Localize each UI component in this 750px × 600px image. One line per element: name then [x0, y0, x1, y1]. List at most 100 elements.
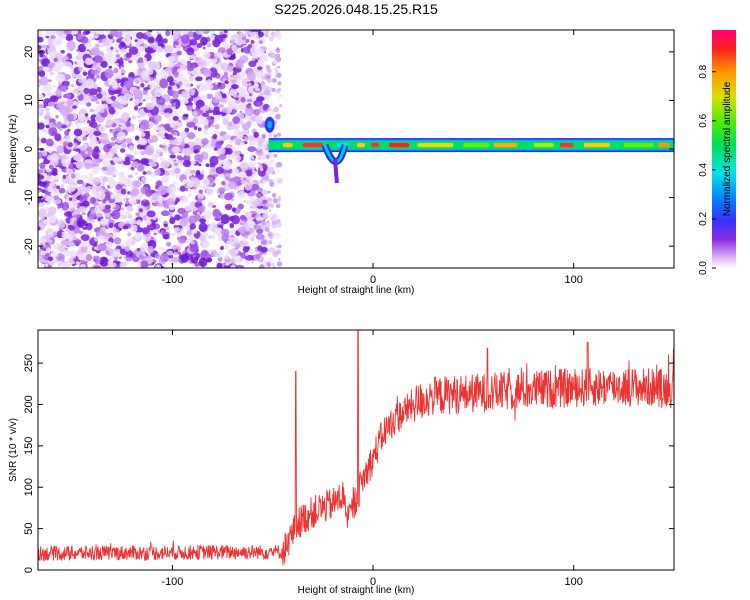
noise-speckle	[245, 260, 250, 265]
noise-speckle	[47, 185, 53, 192]
noise-speckle	[114, 107, 118, 111]
noise-speckle	[171, 84, 178, 92]
noise-speckle	[38, 70, 46, 77]
noise-speckle	[152, 203, 158, 207]
noise-speckle	[38, 169, 43, 174]
snr-frame	[37, 329, 675, 571]
noise-speckle	[269, 182, 275, 187]
colorbar-tick-label: 0.6	[698, 113, 709, 127]
noise-speckle	[257, 166, 267, 177]
noise-speckle	[136, 248, 141, 252]
noise-speckle	[277, 169, 280, 173]
tone-hot-segment	[417, 142, 454, 148]
noise-speckle	[39, 104, 44, 109]
noise-speckle	[110, 46, 114, 50]
noise-speckle	[74, 154, 81, 160]
noise-speckle	[56, 36, 64, 41]
noise-speckle	[273, 154, 276, 158]
noise-speckle	[239, 162, 249, 171]
noise-speckle	[199, 218, 207, 224]
noise-speckle	[195, 169, 201, 176]
noise-speckle	[226, 240, 234, 246]
noise-speckle	[156, 97, 166, 105]
noise-speckle	[225, 262, 230, 266]
noise-speckle	[76, 218, 86, 228]
noise-speckle	[86, 102, 92, 107]
noise-speckle	[108, 106, 116, 115]
noise-speckle	[228, 248, 237, 255]
noise-speckle	[256, 74, 262, 80]
noise-speckle	[110, 30, 118, 37]
noise-speckle	[131, 240, 136, 244]
noise-speckle	[125, 120, 131, 128]
noise-speckle	[257, 59, 264, 64]
noise-speckle	[159, 144, 163, 148]
noise-speckle	[115, 248, 121, 254]
noise-speckle	[162, 178, 169, 183]
noise-speckle	[230, 79, 237, 84]
noise-speckle	[229, 228, 237, 236]
noise-speckle	[123, 80, 133, 88]
noise-speckle	[146, 131, 150, 134]
noise-speckle	[232, 116, 240, 124]
noise-speckle	[66, 46, 70, 51]
noise-speckle	[256, 147, 261, 151]
noise-speckle	[162, 142, 166, 147]
snr-panel: -100 0 100 0 50 100 150 200 250 Height of straig…	[8, 329, 675, 596]
noise-speckle	[134, 39, 138, 42]
noise-speckle	[78, 66, 84, 72]
noise-speckle	[127, 174, 134, 179]
noise-speckle	[53, 57, 58, 63]
noise-speckle	[38, 226, 41, 231]
noise-speckle	[124, 211, 131, 215]
noise-speckle	[277, 197, 282, 201]
noise-speckle	[231, 198, 235, 201]
colorbar-ticks: 0.0 0.2 0.4 0.6 0.8	[698, 64, 716, 275]
noise-speckle	[228, 181, 237, 190]
noise-speckle	[221, 101, 226, 105]
noise-speckle	[43, 159, 50, 165]
noise-speckle	[73, 128, 83, 137]
noise-speckle	[202, 112, 210, 118]
noise-speckle	[275, 221, 282, 228]
noise-speckle	[114, 256, 118, 261]
noise-speckle	[56, 73, 66, 84]
noise-speckle	[46, 155, 53, 161]
noise-speckle	[266, 30, 269, 34]
tone-hot-segment	[302, 142, 323, 148]
noise-speckle	[38, 36, 44, 43]
noise-speckle	[95, 101, 100, 105]
noise-speckle	[56, 145, 65, 154]
noise-speckle	[57, 234, 62, 239]
noise-speckle	[250, 236, 255, 242]
noise-speckle	[93, 130, 102, 136]
noise-speckle	[166, 242, 172, 247]
noise-speckle	[273, 106, 279, 113]
noise-speckle	[164, 112, 171, 118]
noise-speckle	[238, 87, 247, 97]
noise-speckle	[128, 60, 133, 64]
noise-speckle	[200, 36, 208, 46]
noise-speckle	[265, 140, 269, 144]
noise-speckle	[215, 166, 224, 174]
noise-speckle	[159, 246, 164, 251]
noise-speckle	[216, 262, 223, 268]
noise-speckle	[190, 240, 195, 245]
noise-speckle	[137, 164, 144, 172]
noise-speckle	[246, 98, 253, 103]
noise-speckle	[267, 249, 271, 252]
noise-speckle	[57, 219, 66, 229]
noise-speckle	[256, 251, 260, 254]
noise-speckle	[266, 215, 270, 218]
noise-speckle	[248, 248, 254, 254]
noise-speckle	[228, 236, 235, 241]
noise-speckle	[255, 254, 261, 260]
noise-speckle	[199, 143, 203, 146]
noise-speckle	[214, 216, 218, 219]
noise-speckle	[72, 105, 77, 109]
noise-speckle	[115, 89, 122, 95]
noise-speckle	[183, 99, 189, 104]
noise-speckle	[90, 69, 100, 75]
noise-speckle	[48, 206, 57, 216]
y-tick-label: 50	[23, 522, 35, 534]
